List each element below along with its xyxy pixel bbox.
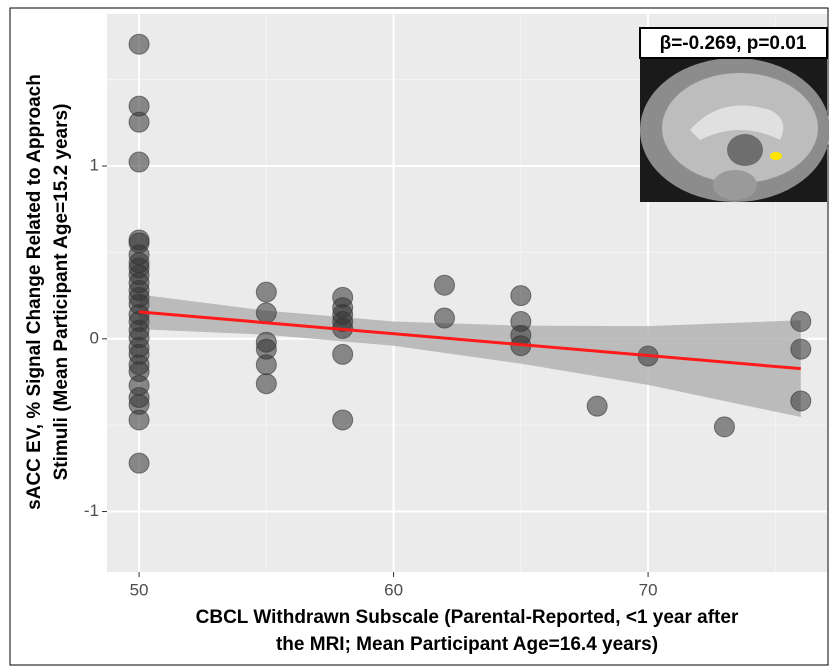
point	[714, 417, 734, 437]
x-tick-label: 60	[384, 580, 403, 599]
point	[791, 339, 811, 359]
y-axis-title: Stimuli (Mean Participant Age=15.2 years…	[51, 104, 72, 481]
y-tick-label: 1	[90, 156, 99, 175]
point	[256, 303, 276, 323]
x-tick-label: 50	[130, 580, 149, 599]
thalamus	[727, 134, 763, 166]
inset: β=-0.269, p=0.01	[640, 28, 829, 202]
x-tick-label: 70	[639, 580, 658, 599]
point	[129, 453, 149, 473]
point	[129, 152, 149, 172]
point	[256, 355, 276, 375]
point	[791, 312, 811, 332]
x-axis-title: the MRI; Mean Participant Age=16.4 years…	[276, 634, 658, 655]
activation	[770, 152, 782, 160]
x-axis-title: CBCL Withdrawn Subscale (Parental-Report…	[196, 607, 739, 628]
annotation: β=-0.269, p=0.01	[660, 33, 807, 54]
point	[129, 34, 149, 54]
point	[333, 344, 353, 364]
brainstem	[713, 170, 757, 200]
point	[434, 275, 454, 295]
y-tick-label: 0	[90, 328, 99, 347]
point	[791, 391, 811, 411]
point	[129, 112, 149, 132]
y-axis-title: sACC EV, % Signal Change Related to Appr…	[24, 74, 45, 510]
point	[434, 308, 454, 328]
point	[511, 286, 531, 306]
y-tick-label: -1	[84, 501, 99, 520]
point	[129, 410, 149, 430]
point	[256, 374, 276, 394]
point	[256, 282, 276, 302]
chart: 50 60 70 -1 0 1 β=-0.269, p=0.01 CBCL Withdra…	[0, 0, 829, 666]
point	[587, 396, 607, 416]
point	[333, 410, 353, 430]
